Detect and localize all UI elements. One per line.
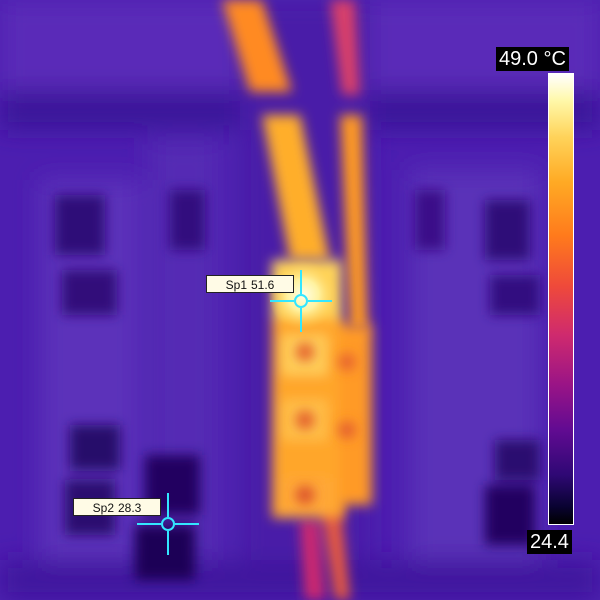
temperature-scale-bar	[548, 73, 574, 525]
spot-label-sp1: Sp1 51.6	[206, 275, 294, 293]
scale-max-label: 49.0 °C	[496, 47, 569, 71]
spot-value: 51.6	[251, 278, 275, 292]
spot-value: 28.3	[118, 501, 142, 515]
spot-name: Sp1	[225, 278, 247, 292]
spot-label-sp2: Sp2 28.3	[73, 498, 161, 516]
spot-crosshair-sp2-icon[interactable]	[137, 493, 199, 555]
scale-min-label: 24.4	[527, 530, 572, 554]
spot-name: Sp2	[92, 501, 114, 515]
spot-crosshair-sp1-icon[interactable]	[270, 270, 332, 332]
